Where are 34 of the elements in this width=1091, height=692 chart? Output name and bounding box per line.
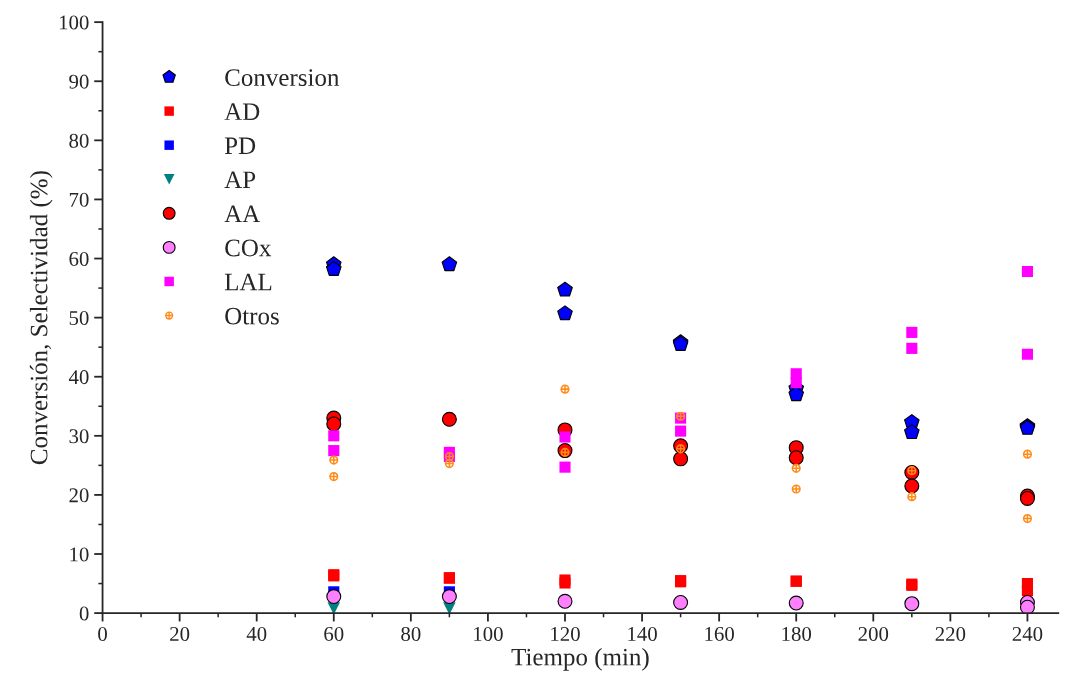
legend-label: Conversion: [225, 69, 340, 87]
y-axis-title: Conversión, Selectividad (%): [29, 171, 53, 465]
x-tick-label: 0: [98, 626, 107, 641]
y-tick-label: 20: [69, 488, 89, 503]
y-tick-label: 50: [69, 311, 89, 326]
x-tick-label: 160: [705, 626, 734, 641]
legend-label: LAL: [224, 273, 272, 291]
y-tick-label: 40: [68, 370, 89, 385]
legend-label: AA: [224, 205, 261, 223]
x-axis-title: Tiempo (min): [511, 647, 649, 671]
x-tick-label: 60: [324, 626, 344, 641]
y-tick-label: 70: [69, 192, 89, 207]
x-tick-label: 80: [401, 626, 421, 641]
y-tick-label: 0: [79, 606, 89, 621]
legend-label: Otros: [225, 307, 279, 325]
y-tick-label: 30: [69, 429, 89, 444]
y-tick-label: 60: [69, 251, 89, 266]
legend-label: PD: [224, 137, 256, 154]
x-tick-label: 100: [474, 626, 503, 641]
x-tick-label: 120: [551, 626, 580, 641]
legend-label: AD: [224, 103, 260, 120]
y-tick-label: 90: [69, 74, 89, 89]
x-tick-label: 180: [782, 626, 812, 641]
x-tick-label: 40: [246, 626, 267, 641]
x-tick-label: 200: [858, 626, 889, 641]
x-tick-label: 220: [935, 626, 966, 641]
legend-label: AP: [224, 171, 256, 189]
y-tick-label: 80: [69, 133, 89, 148]
y-tick-label: 100: [59, 15, 89, 30]
x-tick-label: 240: [1012, 626, 1043, 641]
legend-label: COx: [225, 239, 272, 257]
x-tick-label: 20: [170, 626, 190, 641]
y-tick-label: 10: [70, 547, 89, 562]
x-tick-label: 140: [628, 626, 657, 641]
